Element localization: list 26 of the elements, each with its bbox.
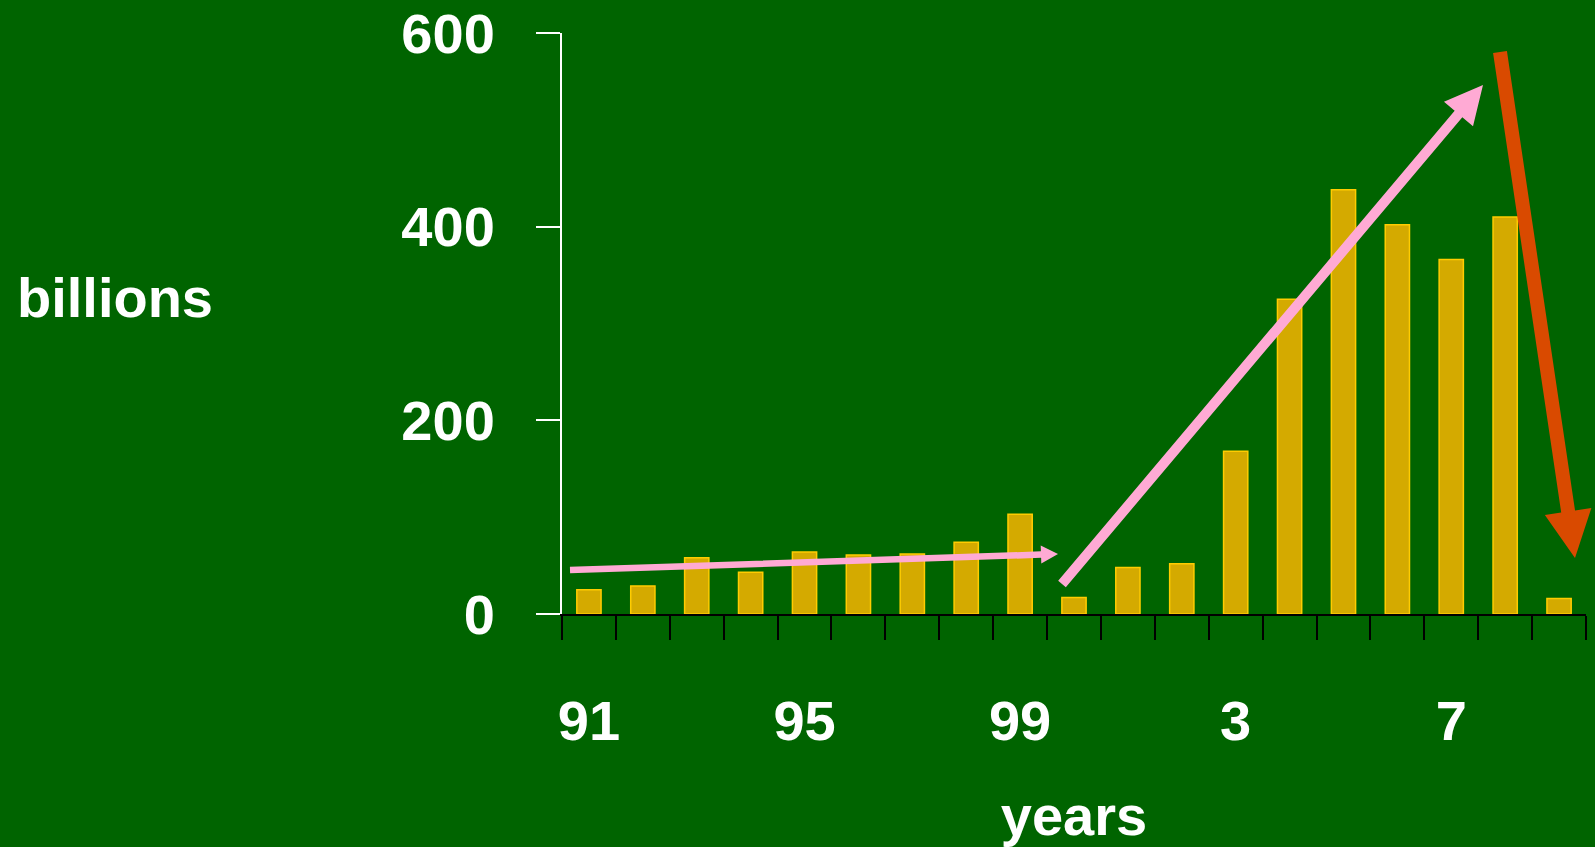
y-axis-title: billions [17, 266, 213, 329]
bar [1061, 596, 1087, 614]
x-tick-label: 91 [557, 689, 621, 753]
y-tick-label: 200 [401, 388, 495, 452]
x-axis-title: years [1000, 784, 1148, 847]
bar [1222, 450, 1249, 614]
bar [1384, 223, 1411, 614]
bar [1492, 216, 1519, 614]
bar [1276, 298, 1303, 614]
bar [1168, 562, 1195, 614]
bar [629, 585, 656, 614]
y-tick-label: 600 [401, 1, 495, 65]
y-tick-label: 400 [401, 195, 495, 259]
x-tick-label: 99 [988, 689, 1052, 753]
y-tick-label: 0 [463, 582, 495, 646]
bar [1007, 513, 1033, 614]
x-tick-label: 7 [1435, 689, 1467, 753]
bar [1330, 189, 1357, 614]
bar [576, 589, 602, 614]
x-tick-label: 95 [773, 689, 836, 753]
bar [1438, 258, 1465, 614]
bar [1546, 597, 1572, 614]
bar [1115, 566, 1141, 614]
bar [737, 571, 764, 614]
bar [953, 541, 980, 614]
x-tick-label: 3 [1220, 689, 1252, 753]
